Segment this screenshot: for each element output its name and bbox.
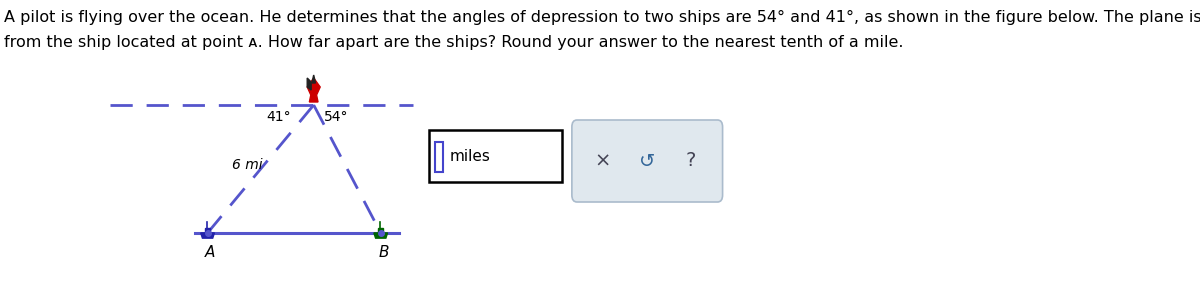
Text: ×: × <box>594 151 611 170</box>
Text: 41°: 41° <box>266 110 292 123</box>
Polygon shape <box>200 233 215 238</box>
Text: 54°: 54° <box>324 110 348 123</box>
Text: A pilot is flying over the ocean. He determines that the angles of depression to: A pilot is flying over the ocean. He det… <box>4 10 1200 25</box>
Text: ?: ? <box>685 151 696 170</box>
Bar <box>430 130 563 182</box>
Polygon shape <box>378 228 383 233</box>
Text: from the ship located at point ᴀ. How far apart are the ships? Round your answer: from the ship located at point ᴀ. How fa… <box>4 35 904 50</box>
Text: ↺: ↺ <box>638 151 655 170</box>
Polygon shape <box>205 228 210 233</box>
Text: B: B <box>378 245 389 260</box>
Polygon shape <box>374 233 388 238</box>
Text: A: A <box>205 245 216 260</box>
Polygon shape <box>307 79 320 102</box>
Text: 6 mi: 6 mi <box>233 158 263 172</box>
Polygon shape <box>312 75 316 83</box>
Bar <box>434 142 443 172</box>
Text: miles: miles <box>449 149 490 164</box>
Polygon shape <box>307 78 311 90</box>
FancyBboxPatch shape <box>572 120 722 202</box>
